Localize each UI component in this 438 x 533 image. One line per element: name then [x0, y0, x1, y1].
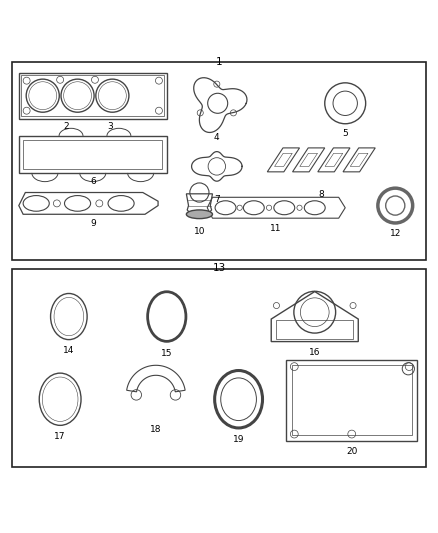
Text: 4: 4	[214, 133, 219, 142]
Bar	[12, 62, 426, 260]
Text: 1: 1	[215, 56, 223, 67]
Bar	[23, 140, 162, 168]
Text: 2: 2	[64, 122, 69, 131]
Bar	[21, 76, 164, 116]
Circle shape	[96, 79, 129, 112]
Text: 9: 9	[90, 220, 95, 229]
Bar	[276, 320, 353, 340]
Bar	[292, 365, 412, 435]
Bar	[19, 73, 167, 118]
Text: 20: 20	[346, 447, 357, 456]
Circle shape	[26, 79, 59, 112]
Text: 5: 5	[343, 129, 348, 138]
Bar	[19, 136, 167, 173]
Text: 10: 10	[194, 228, 205, 236]
Bar	[286, 360, 417, 441]
Polygon shape	[186, 194, 212, 213]
Text: 3: 3	[108, 122, 113, 131]
Text: 18: 18	[150, 425, 162, 434]
Ellipse shape	[186, 210, 212, 219]
Text: 19: 19	[233, 435, 244, 444]
Text: 15: 15	[161, 349, 173, 358]
Text: 17: 17	[54, 432, 66, 441]
Text: 11: 11	[270, 224, 281, 233]
Text: 7: 7	[214, 195, 220, 204]
Text: 14: 14	[63, 346, 74, 355]
Text: 16: 16	[309, 348, 321, 357]
Text: 6: 6	[90, 177, 95, 186]
Text: 12: 12	[389, 229, 401, 238]
Text: 13: 13	[212, 263, 226, 273]
Text: 8: 8	[318, 190, 324, 199]
Bar	[12, 269, 426, 467]
Circle shape	[61, 79, 94, 112]
